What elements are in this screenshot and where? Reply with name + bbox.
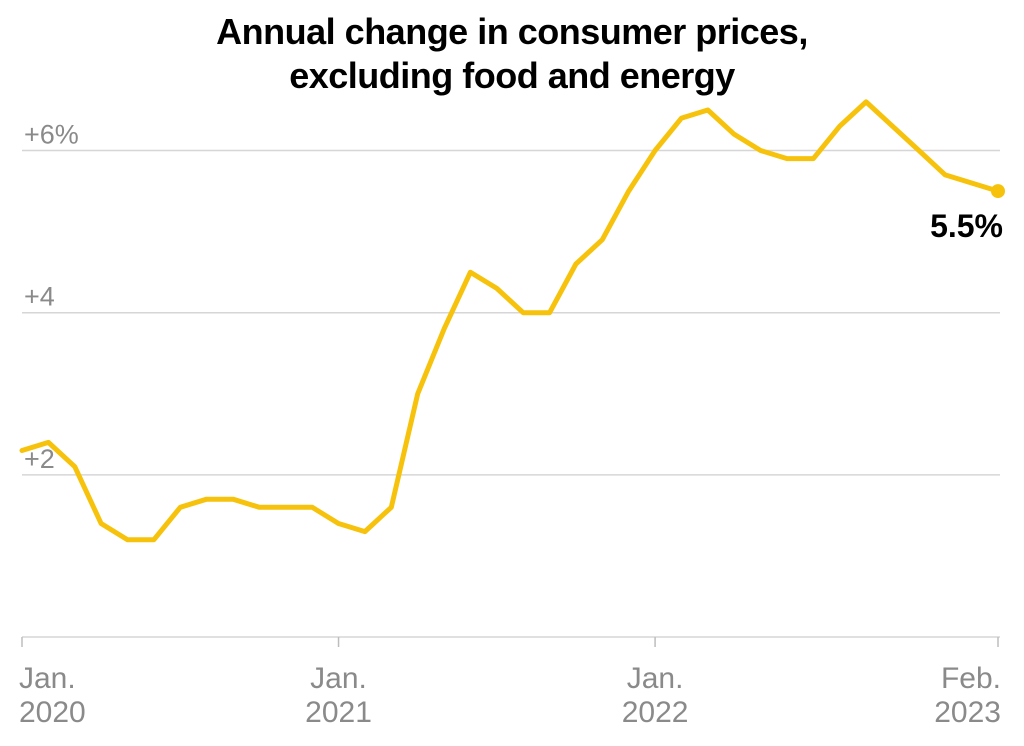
y-tick-label: +4 bbox=[24, 282, 55, 312]
chart-title-line-2: excluding food and energy bbox=[289, 55, 735, 96]
x-tick-label-year: 2021 bbox=[305, 696, 372, 729]
x-tick-label-month: Jan. bbox=[627, 662, 684, 695]
y-tick-label: +6% bbox=[24, 120, 79, 150]
x-tick-label-month: Jan. bbox=[310, 662, 367, 695]
end-value-label: 5.5% bbox=[930, 208, 1003, 244]
x-tick-label-year: 2022 bbox=[622, 696, 689, 729]
chart-title: Annual change in consumer prices, exclud… bbox=[0, 10, 1024, 98]
gridlines: +6%+4+2 bbox=[22, 120, 1000, 638]
x-tick-label-year: 2023 bbox=[934, 696, 1001, 729]
series-layer bbox=[19, 99, 1005, 543]
end-point-marker bbox=[991, 184, 1005, 199]
x-tick-label-month: Jan. bbox=[19, 662, 76, 695]
x-tick-label-month: Feb. bbox=[941, 662, 1001, 695]
series-line bbox=[19, 99, 1001, 543]
x-tick-label-year: 2020 bbox=[19, 696, 86, 729]
annotations: 5.5% bbox=[930, 208, 1003, 244]
chart-title-line-1: Annual change in consumer prices, bbox=[216, 11, 808, 52]
